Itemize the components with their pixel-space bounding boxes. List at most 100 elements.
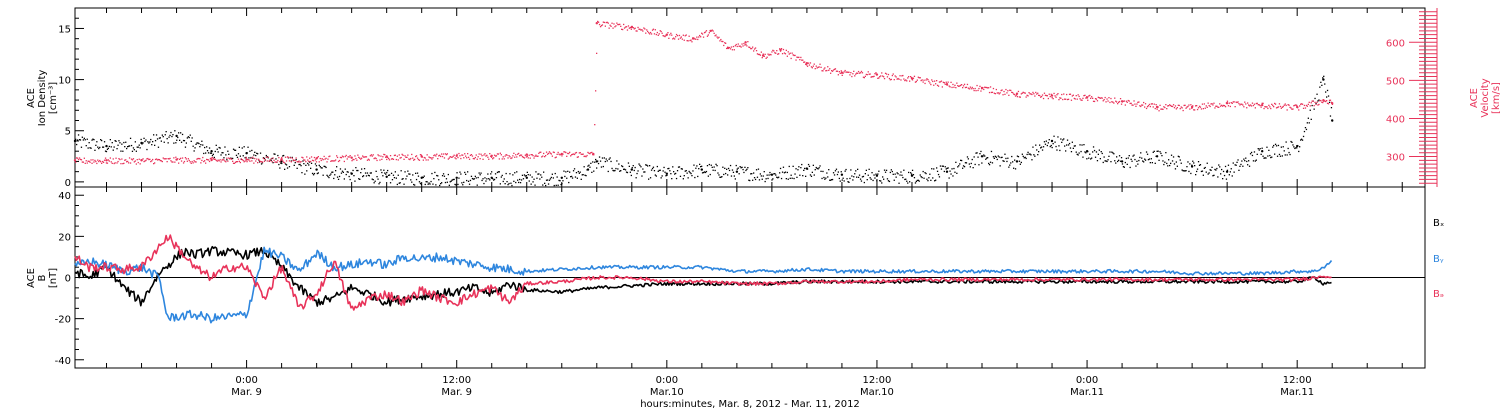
velocity-point: [469, 154, 472, 156]
velocity-data-point: [595, 22, 598, 25]
density-point: [740, 167, 742, 169]
density-point: [394, 171, 396, 173]
density-point: [1109, 151, 1111, 153]
velocity-point: [718, 36, 720, 38]
density-point: [1254, 160, 1256, 162]
density-point: [213, 156, 215, 159]
density-point: [1102, 161, 1104, 164]
density-point: [1093, 149, 1096, 152]
density-point: [1169, 164, 1171, 167]
density-point: [173, 142, 175, 144]
velocity-point: [635, 30, 637, 32]
density-point: [1173, 163, 1176, 165]
density-point: [223, 157, 225, 159]
velocity-point: [455, 158, 457, 160]
velocity-point: [93, 161, 95, 163]
velocity-point: [114, 162, 116, 164]
velocity-data-point: [385, 155, 388, 158]
velocity-point: [211, 156, 214, 159]
density-data-point: [586, 168, 590, 171]
density-point: [1011, 155, 1013, 158]
velocity-point: [542, 155, 544, 157]
density-point: [818, 167, 820, 169]
velocity-point: [896, 78, 898, 80]
density-point: [694, 176, 696, 179]
velocity-point: [1026, 94, 1028, 96]
velocity-point: [388, 159, 391, 161]
density-point: [1104, 160, 1106, 162]
density-point: [792, 165, 794, 167]
velocity-point: [1040, 95, 1043, 98]
density-point: [696, 165, 698, 167]
density-point: [1328, 101, 1331, 103]
velocity-point: [1066, 93, 1068, 96]
velocity-point: [340, 157, 343, 159]
density-point: [144, 140, 146, 143]
density-point: [942, 165, 944, 167]
density-point: [726, 168, 728, 170]
velocity-point: [398, 154, 400, 156]
velocity-point: [128, 162, 130, 164]
density-point: [1064, 145, 1066, 147]
velocity-point: [974, 87, 976, 90]
velocity-point: [343, 160, 345, 163]
density-point: [1307, 117, 1309, 119]
velocity-point: [772, 49, 774, 51]
density-point: [493, 179, 495, 181]
density-point: [935, 179, 937, 181]
density-point: [260, 163, 263, 165]
density-point: [640, 166, 642, 168]
velocity-point: [1000, 89, 1002, 92]
x-tick-label-time: 0:00: [656, 375, 678, 386]
velocity-point: [900, 79, 902, 81]
density-point: [666, 174, 668, 176]
velocity-point: [1033, 93, 1035, 95]
velocity-point: [652, 28, 655, 30]
velocity-point: [886, 76, 889, 78]
velocity-point: [563, 151, 565, 153]
x-tick-label-date: Mar. 9: [441, 387, 472, 398]
velocity-point: [117, 160, 119, 163]
density-point: [1188, 170, 1190, 173]
velocity-point: [601, 24, 604, 26]
velocity-point: [1130, 102, 1132, 104]
velocity-point: [1131, 104, 1133, 106]
velocity-point: [1160, 108, 1162, 110]
density-point: [1264, 157, 1266, 159]
velocity-point: [912, 77, 915, 79]
velocity-point: [833, 68, 836, 70]
velocity-point: [1196, 105, 1198, 107]
density-point: [1251, 154, 1254, 157]
density-data-point: [73, 139, 77, 143]
density-point: [756, 176, 759, 178]
density-point: [1322, 77, 1324, 79]
velocity-point: [100, 161, 102, 163]
density-point: [1051, 146, 1053, 149]
velocity-point: [168, 158, 170, 160]
density-point: [698, 168, 700, 170]
velocity-point: [1270, 107, 1272, 110]
velocity-point: [1220, 105, 1222, 107]
velocity-point: [757, 53, 760, 56]
density-point: [1273, 144, 1275, 147]
velocity-point: [1288, 104, 1290, 106]
velocity-point: [1273, 106, 1275, 108]
velocity-point: [1318, 103, 1320, 106]
velocity-point: [888, 77, 891, 80]
velocity-point: [630, 28, 632, 30]
velocity-point: [557, 151, 559, 154]
b-axis-title-1: ACE: [26, 268, 37, 288]
density-point: [225, 154, 227, 156]
density-point: [306, 170, 308, 172]
density-point: [1078, 152, 1080, 154]
density-point: [1178, 156, 1180, 158]
velocity-point: [808, 64, 811, 66]
density-point: [1305, 128, 1308, 131]
velocity-point: [318, 161, 320, 163]
velocity-point: [292, 159, 294, 161]
velocity-point: [135, 163, 137, 165]
velocity-point: [618, 23, 620, 26]
density-point: [761, 178, 763, 180]
velocity-point: [439, 154, 441, 156]
density-point: [197, 142, 199, 144]
